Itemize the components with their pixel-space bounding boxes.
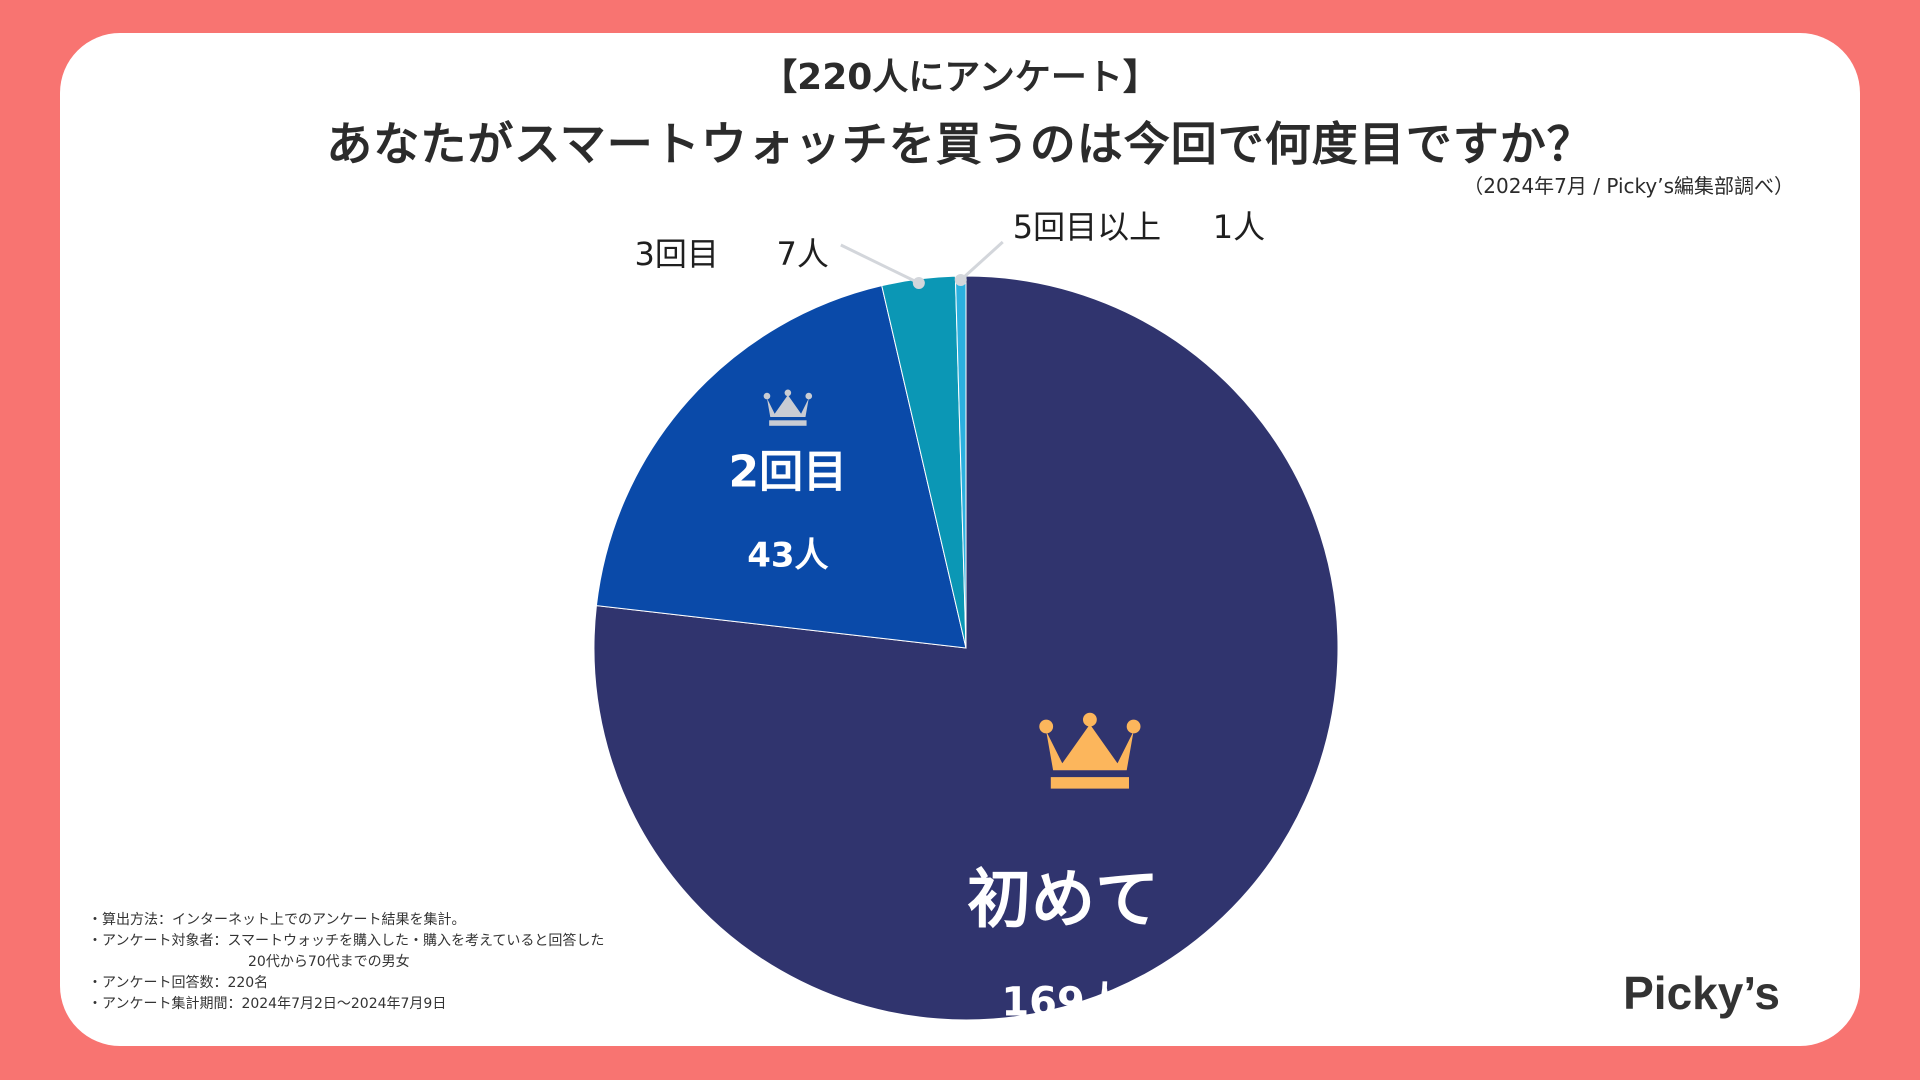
footnote-method: ・算出方法：インターネット上でのアンケート結果を集計。 (88, 912, 466, 928)
survey-subtitle: 【220人にアンケート】 (761, 57, 1159, 98)
source-note: （2024年7月 / Picky’s編集部調べ） (1463, 174, 1794, 198)
footnote-count: ・アンケート回答数：220名 (88, 975, 269, 991)
slice-value-label: 43人 (747, 535, 828, 575)
rank-icons (763, 389, 1141, 789)
footnote-period: ・アンケート集計期間：2024年7月2日〜2024年7月9日 (88, 996, 447, 1012)
callout-line (840, 243, 920, 285)
brand-logo: Picky’s (1623, 967, 1780, 1019)
slice-value-label: 1人 (1213, 208, 1265, 246)
callout-dot (912, 277, 925, 290)
slice-value-label: 169人 (1001, 980, 1125, 1026)
slice-label: 2回目 (729, 446, 848, 497)
chart-title: あなたがスマートウォッチを買うのは今回で何度目ですか？ (326, 117, 1594, 171)
slice-label: 初めて (967, 864, 1159, 938)
pie-slices (593, 275, 1339, 1021)
gold-crown-icon (1039, 712, 1141, 789)
callout-dot (954, 274, 967, 287)
footnotes: ・算出方法：インターネット上でのアンケート結果を集計。 ・アンケート対象者：スマ… (88, 910, 604, 1015)
silver-crown-icon (763, 389, 813, 426)
footnote-target-continued: 20代から70代までの男女 (248, 954, 410, 970)
pie-slice (595, 285, 967, 649)
pie-callouts (840, 240, 1004, 290)
slice-label: 5回目以上 (1013, 208, 1161, 246)
callout-line (959, 240, 1004, 282)
footnote-target: ・アンケート対象者：スマートウォッチを購入した・購入を考えていると回答した (88, 933, 605, 949)
slice-label: 3回目 (634, 235, 718, 273)
slice-value-label: 7人 (776, 235, 828, 273)
pie-labels: 初めて 169人 2回目 43人 3回目 7人 5回目以上 1人 (634, 208, 1265, 1025)
pie-slice (593, 275, 1339, 1021)
